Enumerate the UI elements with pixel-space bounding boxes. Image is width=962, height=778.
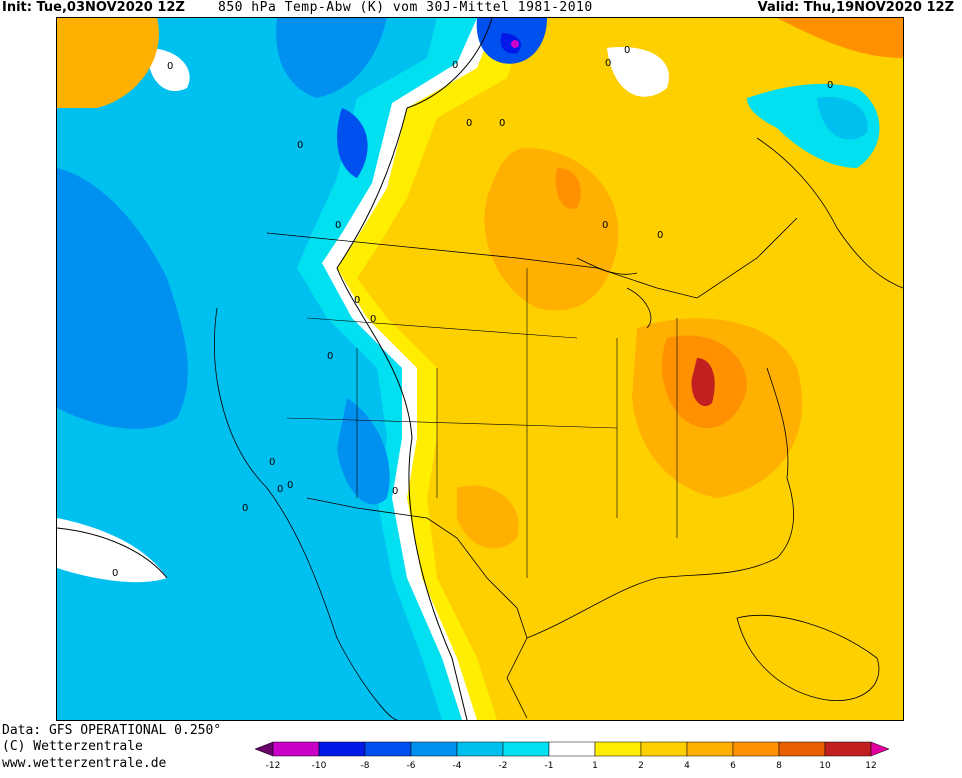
legend-swatch xyxy=(364,741,412,757)
canada-us-border xyxy=(266,217,798,299)
legend-tick-label: -4 xyxy=(453,761,462,771)
legend-tick-label: 2 xyxy=(638,761,644,771)
anomaly-field-minus2 xyxy=(57,18,442,720)
legend-swatch xyxy=(778,741,826,757)
contour-label: 0 xyxy=(827,80,833,91)
legend-swatch xyxy=(640,741,688,757)
contour-label: 0 xyxy=(657,230,663,241)
data-source: Data: GFS OPERATIONAL 0.250° xyxy=(2,723,222,738)
legend-tick-label: 8 xyxy=(776,761,782,771)
state-lines xyxy=(286,268,678,578)
legend-swatch xyxy=(255,741,274,757)
contour-label: 0 xyxy=(624,45,630,56)
anomaly-field-minus8 xyxy=(500,33,522,54)
legend-swatch xyxy=(686,741,734,757)
copyright: (C) Wetterzentrale xyxy=(2,739,143,754)
contour-label: 0 xyxy=(602,220,608,231)
anomaly-field-neutral-north xyxy=(147,48,190,92)
anomaly-field-plus4-texas xyxy=(457,485,519,549)
valid-time: Valid: Thu,19NOV2020 12Z xyxy=(757,0,954,15)
contour-label: 0 xyxy=(112,568,118,579)
contour-label: 0 xyxy=(269,457,275,468)
zero-contour-north xyxy=(406,18,493,109)
website-url: www.wetterzentrale.de xyxy=(2,756,167,771)
legend-tick-label: -6 xyxy=(407,761,416,771)
contour-label: 0 xyxy=(499,118,505,129)
anomaly-field-neutral-pacific xyxy=(57,518,167,583)
zero-contour-pacific xyxy=(57,527,168,579)
contour-label: 0 xyxy=(277,484,283,495)
anomaly-field-neutral-hudson xyxy=(607,47,669,97)
contour-label: 0 xyxy=(354,295,360,306)
contour-label: 0 xyxy=(335,220,341,231)
anomaly-field-plus6-canada xyxy=(555,168,581,209)
contour-label: 0 xyxy=(392,486,398,497)
legend-swatch xyxy=(456,741,504,757)
legend-swatch xyxy=(318,741,366,757)
legend-tick-label: -2 xyxy=(499,761,508,771)
legend-tick-label: 12 xyxy=(865,761,876,771)
contour-label: 0 xyxy=(466,118,472,129)
anomaly-field-minus10 xyxy=(511,40,519,48)
contour-label: 0 xyxy=(297,140,303,151)
contour-label: 0 xyxy=(605,58,611,69)
legend-swatch xyxy=(870,741,890,757)
legend-tick-label: -8 xyxy=(361,761,370,771)
contour-label: 0 xyxy=(287,480,293,491)
legend-swatch xyxy=(502,741,550,757)
legend-swatch xyxy=(410,741,458,757)
caribbean-outline xyxy=(736,615,880,701)
anomaly-field-minus4-north xyxy=(276,18,387,98)
legend-swatch xyxy=(824,741,872,757)
legend-swatch xyxy=(594,741,642,757)
contour-label: 0 xyxy=(167,61,173,72)
color-legend: -12 -10 -8 -6 -4 -2 -1 1 2 4 6 8 10 12 xyxy=(255,741,890,771)
us-mexico-border xyxy=(306,497,528,719)
anomaly-field-plus4-nw xyxy=(57,18,159,108)
init-time: Init: Tue,03NOV2020 12Z xyxy=(2,0,185,15)
contour-label: 0 xyxy=(370,314,376,325)
labrador-coast xyxy=(756,137,903,289)
anomaly-field-plus10 xyxy=(691,358,715,407)
legend-tick-label: 6 xyxy=(730,761,736,771)
zero-contour-main xyxy=(336,107,468,720)
map-title: 850 hPa Temp-Abw (K) vom 30J-Mittel 1981… xyxy=(218,0,593,15)
great-lakes xyxy=(576,257,652,329)
legend-swatch xyxy=(548,741,596,757)
gulf-and-east-coast xyxy=(526,367,794,639)
contour-label: 0 xyxy=(327,351,333,362)
legend-swatch xyxy=(732,741,780,757)
legend-tick-label: 1 xyxy=(592,761,598,771)
anomaly-field-plus6-ne xyxy=(777,18,903,58)
anomaly-field-plus4-canada xyxy=(484,148,619,311)
anomaly-field-minus6 xyxy=(337,108,368,178)
legend-tick-label: -10 xyxy=(312,761,327,771)
contour-label: 0 xyxy=(242,503,248,514)
legend-tick-label: 4 xyxy=(684,761,690,771)
anomaly-field-minus4-rockies xyxy=(337,398,390,505)
contour-label: 0 xyxy=(452,60,458,71)
anomaly-field-minus2-labrador xyxy=(817,97,868,140)
legend-tick-label: 10 xyxy=(819,761,831,771)
legend-swatch xyxy=(272,741,320,757)
us-west-coast xyxy=(214,307,398,720)
anomaly-field-minus4-west xyxy=(57,168,188,429)
legend-tick-label: -12 xyxy=(266,761,281,771)
legend-tick-label: -1 xyxy=(545,761,554,771)
